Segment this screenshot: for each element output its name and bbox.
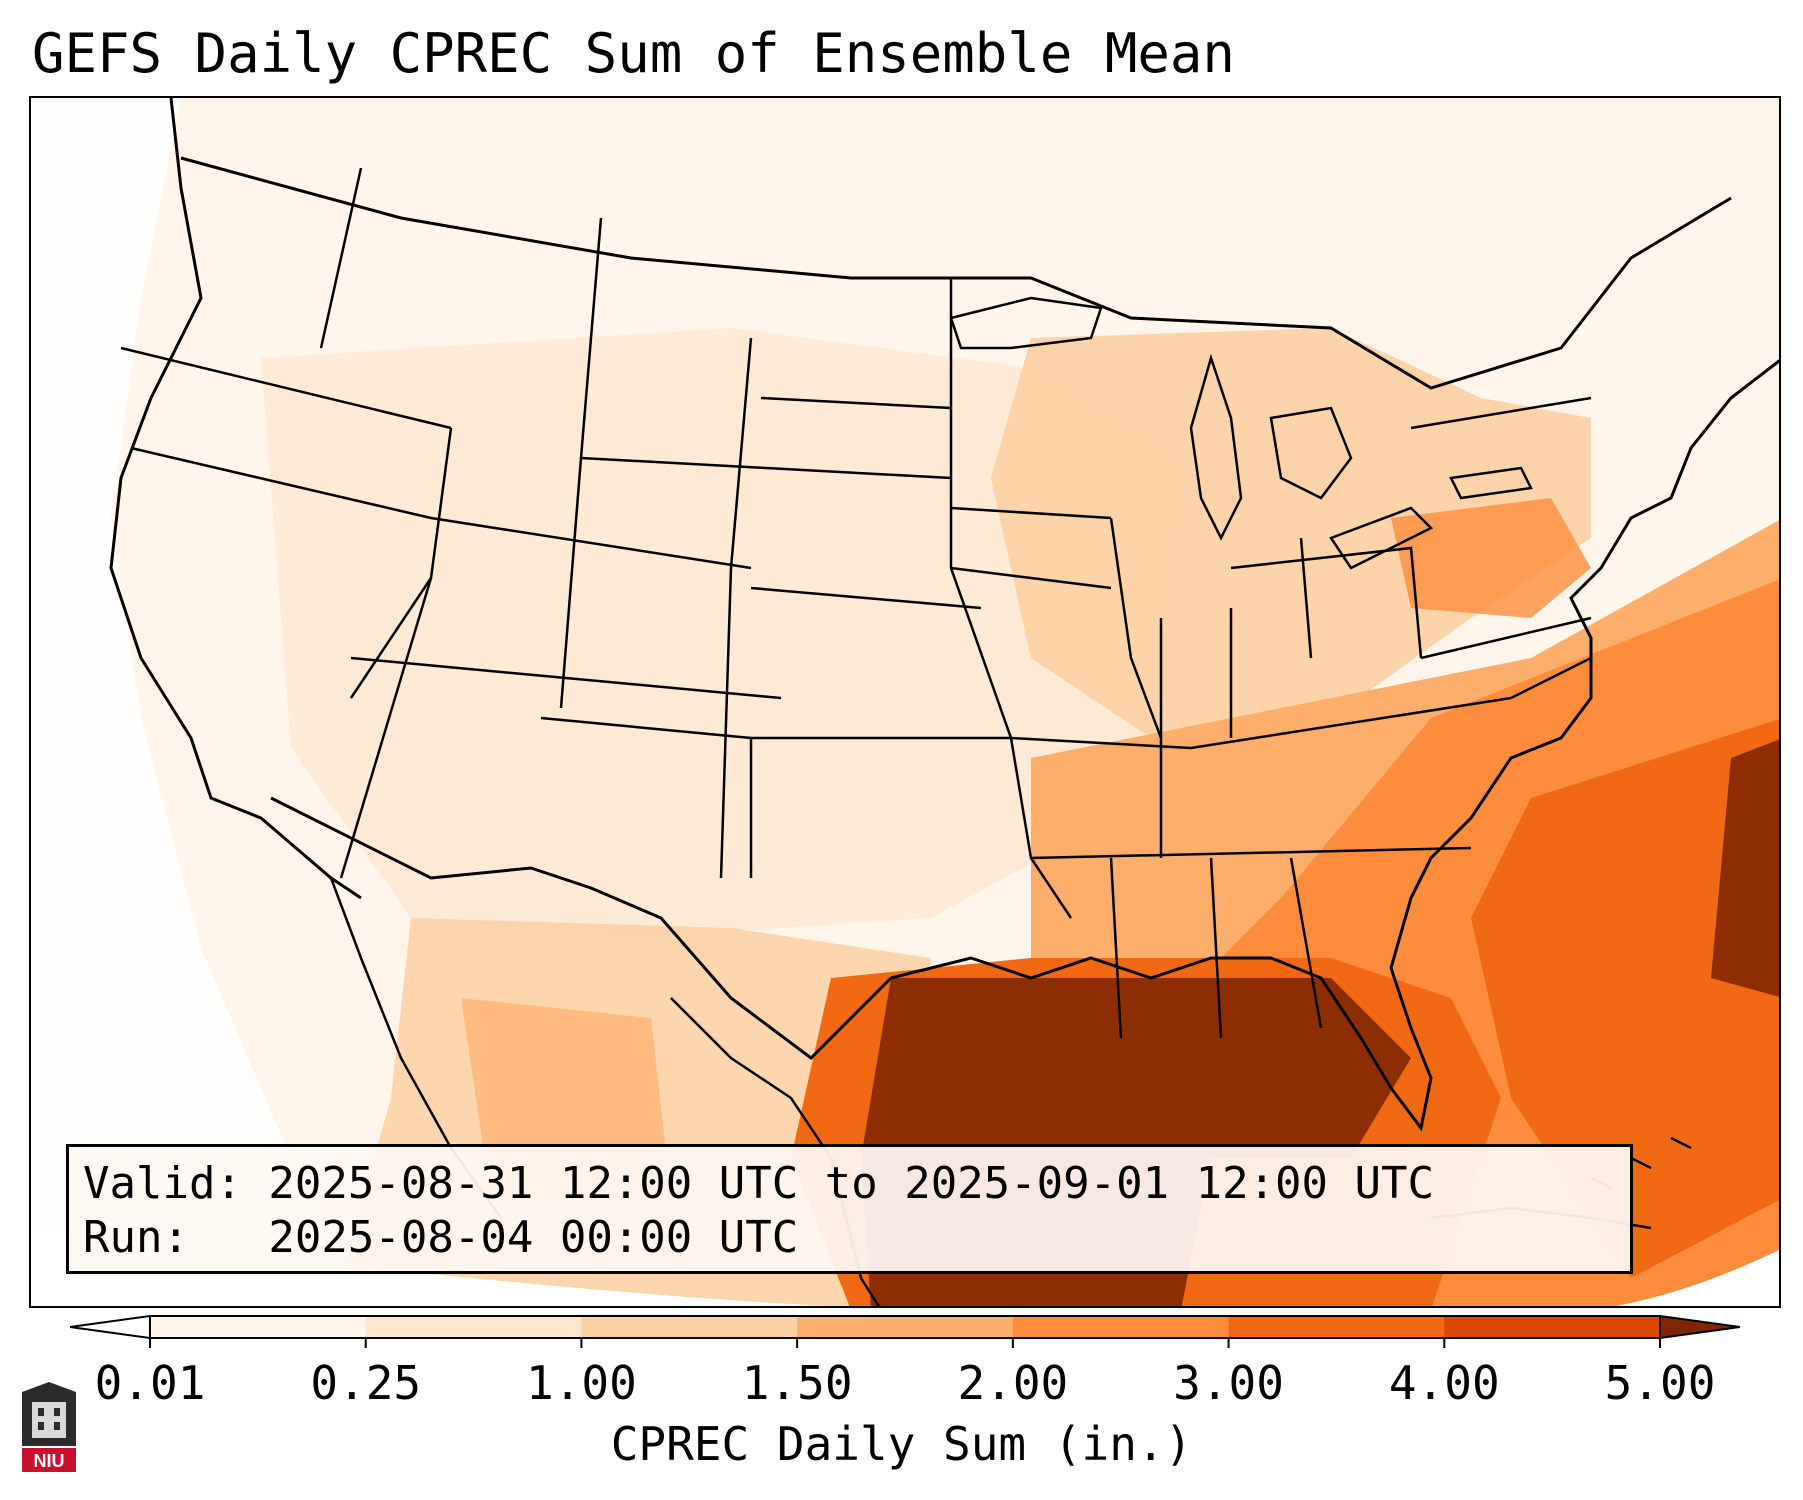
niu-logo: NIU: [22, 1382, 76, 1472]
projection-edge-right: [1615, 1249, 1779, 1306]
colorbar-segment: [1444, 1316, 1661, 1338]
niu-logo-text: NIU: [34, 1451, 65, 1471]
state-boundaries: [120, 167, 1592, 1039]
west-coastline: [109, 98, 362, 900]
colorbar: [70, 1314, 1741, 1348]
colorbar-over-extension: [1659, 1314, 1741, 1340]
colorbar-tick-label: 1.50: [741, 1356, 853, 1410]
precip-map: [31, 98, 1779, 1306]
heavy-precip-atlantic: [1471, 719, 1779, 1278]
moderate-precip-northeast: [991, 328, 1591, 738]
colorbar-tick-label: 1.00: [526, 1356, 637, 1410]
lake-michigan: [1189, 353, 1243, 541]
colorbar-tick-label: 5.00: [1604, 1356, 1716, 1410]
colorbar-tick-label: 2.00: [957, 1356, 1069, 1410]
canada-border: [180, 156, 1732, 390]
lake-superior: [949, 296, 1103, 350]
colorbar-segment: [150, 1316, 367, 1338]
projection-edge-left: [31, 1228, 827, 1306]
dry-region-pacific: [31, 98, 379, 1306]
colorbar-frame: [149, 1315, 1661, 1339]
run-time-text: Run: 2025-08-04 00:00 UTC: [83, 1212, 799, 1263]
colorbar-segment: [581, 1316, 798, 1338]
colorbar-label: CPREC Daily Sum (in.): [610, 1417, 1193, 1471]
lake-erie: [1329, 506, 1434, 570]
valid-run-info-box: Valid: 2025-08-31 12:00 UTC to 2025-09-0…: [66, 1144, 1633, 1274]
mexico-gulf-coastline: [670, 997, 880, 1306]
mexico-border: [270, 796, 893, 1060]
very-heavy-precip-atlantic: [1711, 739, 1779, 997]
colorbar-tick-label: 4.00: [1388, 1356, 1500, 1410]
gulf-atlantic-coastline: [890, 359, 1779, 1132]
colorbar-tick-label: 0.01: [94, 1356, 206, 1410]
lake-ontario: [1449, 466, 1533, 500]
colorbar-segment: [1228, 1316, 1445, 1338]
map-panel: Valid: 2025-08-31 12:00 UTC to 2025-09-0…: [29, 96, 1781, 1308]
heavier-precip-pennsylvania: [1391, 498, 1591, 618]
colorbar-segment: [365, 1316, 582, 1338]
colorbar-under-extension: [70, 1314, 151, 1340]
colorbar-segment: [1012, 1316, 1230, 1338]
chart-title: GEFS Daily CPREC Sum of Ensemble Mean: [32, 22, 1235, 85]
colorbar-tick-label: 3.00: [1173, 1356, 1284, 1410]
valid-time-text: Valid: 2025-08-31 12:00 UTC to 2025-09-0…: [83, 1158, 1435, 1209]
lake-huron: [1269, 406, 1353, 500]
colorbar-segment: [797, 1316, 1014, 1338]
colorbar-tick-label: 0.25: [310, 1356, 422, 1410]
